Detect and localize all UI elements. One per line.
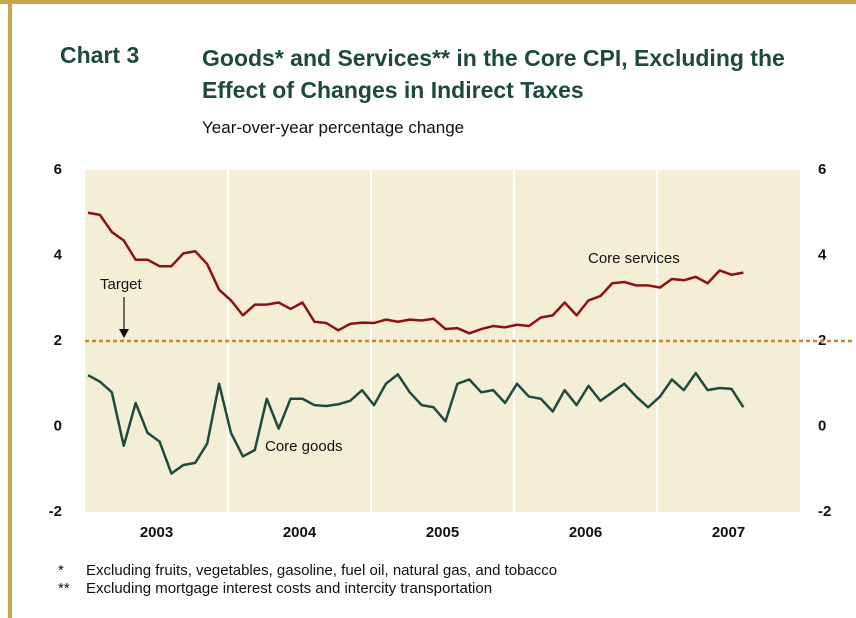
y-tick-label: 6	[54, 161, 62, 178]
series-line	[87, 211, 744, 335]
y2-tick-label: -2	[818, 503, 831, 520]
series-label: Core services	[588, 250, 680, 267]
footnote-mark: *	[58, 562, 64, 579]
x-tick-label: 2006	[569, 524, 602, 541]
y-tick-label: 4	[54, 246, 63, 263]
target-arrowhead	[119, 329, 129, 338]
footnote: * Excluding fruits, vegetables, gasoline,…	[58, 562, 557, 579]
series-line	[87, 371, 745, 475]
y-tick-label: 2	[54, 332, 62, 349]
y2-tick-label: 6	[818, 161, 826, 178]
y2-tick-label: 4	[818, 246, 827, 263]
frame	[0, 0, 856, 4]
chart-title: Goods* and Services** in the Core CPI, E…	[202, 45, 785, 103]
chart-subtitle: Year-over-year percentage change	[202, 118, 465, 137]
footnote: ** Excluding mortgage interest costs and …	[58, 580, 492, 597]
y-tick-label: -2	[49, 503, 62, 520]
series-label: Core goods	[265, 438, 343, 455]
y-tick-label: 0	[54, 417, 62, 434]
footnote-text: Excluding fruits, vegetables, gasoline, …	[86, 562, 558, 579]
footnote-text: Excluding mortgage interest costs and in…	[86, 580, 493, 597]
x-tick-label: 2003	[140, 524, 173, 541]
y2-tick-label: 0	[818, 417, 826, 434]
footnote-mark: **	[58, 580, 70, 597]
chart-label: Chart 3	[60, 42, 140, 68]
x-tick-label: 2007	[712, 524, 745, 541]
x-tick-label: 2004	[283, 524, 317, 541]
frame	[8, 0, 12, 618]
target-label: Target	[100, 276, 143, 293]
x-tick-label: 2005	[426, 524, 459, 541]
